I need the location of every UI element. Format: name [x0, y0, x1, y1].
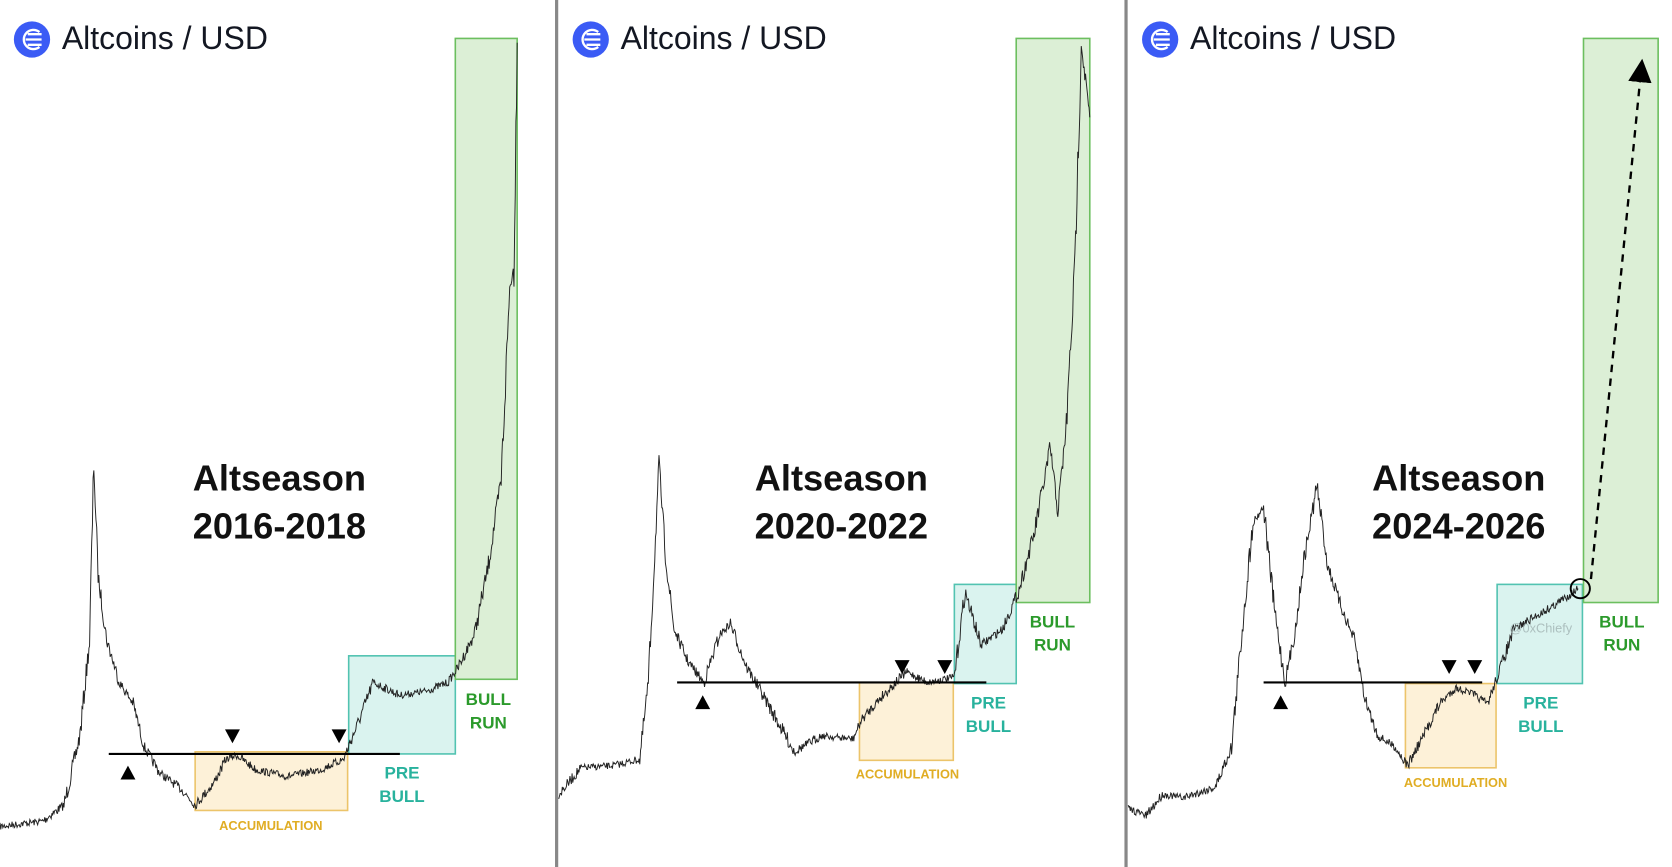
bull-run-label: RUN	[1034, 636, 1071, 655]
pre-bull-zone	[347, 655, 457, 755]
projection-arrow	[1589, 58, 1652, 580]
down-marker	[1441, 660, 1457, 674]
season-title: Altseason	[193, 458, 366, 499]
pre-bull-label: PRE	[1523, 693, 1558, 712]
logo-mark	[1150, 28, 1170, 51]
accumulation-label: ACCUMULATION	[856, 767, 959, 782]
down-marker	[224, 729, 240, 744]
season-years: 2024-2026	[1372, 506, 1545, 547]
season-title: Altseason	[755, 458, 928, 499]
header-title: Altcoins / USD	[1190, 20, 1396, 56]
panel: Altcoins / USD Altseason 2020-2022 ACCUMULA…	[558, 20, 1091, 800]
accumulation-zone	[1404, 682, 1497, 769]
pre-bull-label: BULL	[966, 717, 1011, 736]
bull-run-label: RUN	[1603, 636, 1640, 655]
price-line	[558, 46, 1091, 800]
pre-bull-label: BULL	[379, 787, 424, 806]
up-marker	[1273, 695, 1289, 710]
panel: Altcoins / USD Altseason 2024-2026 ACCUMULA…	[1127, 20, 1659, 820]
bull-run-zone	[454, 37, 518, 681]
pre-bull-label: PRE	[384, 764, 419, 783]
bull-run-label: RUN	[470, 714, 507, 733]
down-marker	[894, 660, 910, 674]
pre-bull-label: PRE	[971, 693, 1006, 712]
header-title: Altcoins / USD	[62, 20, 268, 56]
down-marker	[331, 729, 347, 744]
breakout-circle	[1569, 578, 1591, 600]
down-marker	[937, 660, 953, 674]
season-years: 2016-2018	[193, 506, 366, 547]
bull-run-label: BULL	[1599, 612, 1644, 631]
price-line	[0, 42, 518, 830]
bull-run-label: BULL	[1030, 612, 1075, 631]
bull-run-zone	[1582, 37, 1659, 604]
up-marker	[120, 765, 136, 780]
bull-run-zone	[1015, 37, 1091, 604]
accumulation-label: ACCUMULATION	[219, 818, 322, 833]
logo-mark	[22, 28, 42, 51]
accumulation-zone	[194, 750, 349, 812]
up-marker	[695, 695, 711, 710]
season-title: Altseason	[1372, 458, 1545, 499]
bull-run-label: BULL	[466, 690, 511, 709]
watermark: @0xChiefy	[1509, 621, 1572, 636]
price-line	[1127, 483, 1579, 820]
pre-bull-label: BULL	[1518, 717, 1563, 736]
accumulation-label: ACCUMULATION	[1404, 775, 1507, 790]
pre-bull-zone	[953, 583, 1018, 685]
season-years: 2020-2022	[755, 506, 928, 547]
accumulation-zone	[858, 681, 955, 762]
panel: Altcoins / USD Altseason 2016-2018 ACCUMULA…	[0, 20, 518, 833]
logo-mark	[581, 28, 601, 51]
down-marker	[1467, 660, 1483, 674]
header-title: Altcoins / USD	[621, 20, 827, 56]
